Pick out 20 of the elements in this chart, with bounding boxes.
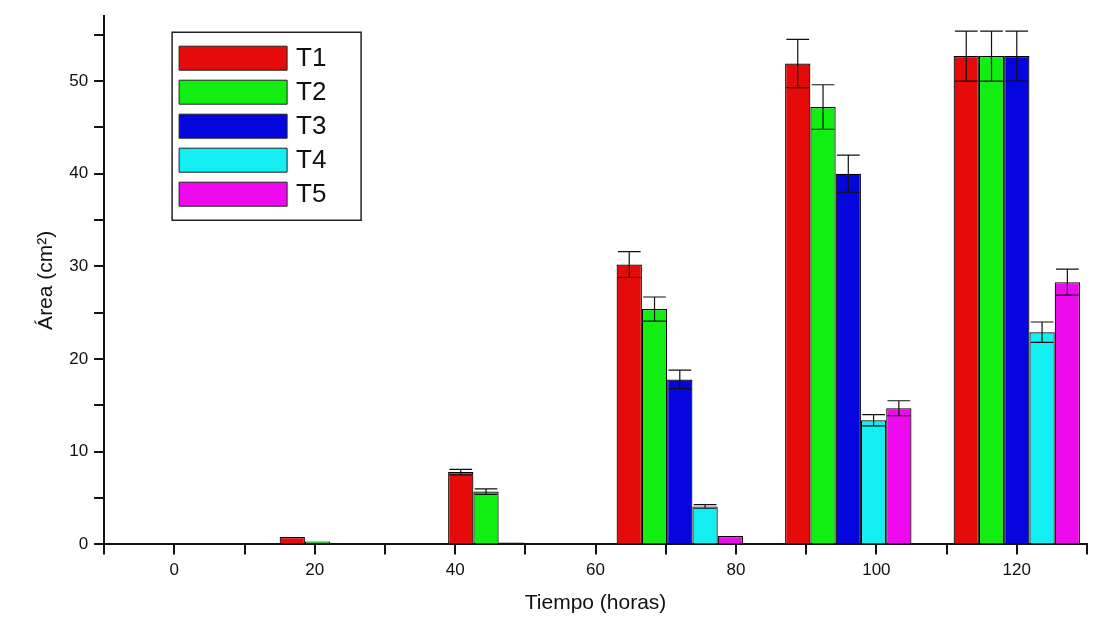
x-tick-label: 0: [169, 560, 180, 580]
y-tick-label: 30: [69, 256, 89, 276]
legend-label: T5: [296, 178, 327, 209]
legend-label: T1: [296, 42, 327, 73]
legend-label: T3: [296, 110, 327, 141]
x-axis-title: Tiempo (horas): [524, 590, 667, 614]
y-tick-label: 40: [69, 163, 89, 183]
y-tick-label: 0: [78, 534, 89, 554]
x-tick-label: 40: [445, 560, 465, 580]
y-tick-label: 10: [69, 441, 89, 461]
legend-label: T2: [296, 76, 327, 107]
x-tick-label: 120: [1002, 560, 1031, 580]
y-axis-title: Área (cm²): [33, 230, 57, 330]
x-tick-label: 20: [305, 560, 325, 580]
x-tick-label: 100: [862, 560, 891, 580]
x-tick-label: 80: [726, 560, 746, 580]
y-tick-label: 50: [69, 70, 89, 90]
y-tick-label: 20: [69, 348, 89, 368]
x-tick-label: 60: [586, 560, 606, 580]
legend-label: T4: [296, 144, 327, 175]
